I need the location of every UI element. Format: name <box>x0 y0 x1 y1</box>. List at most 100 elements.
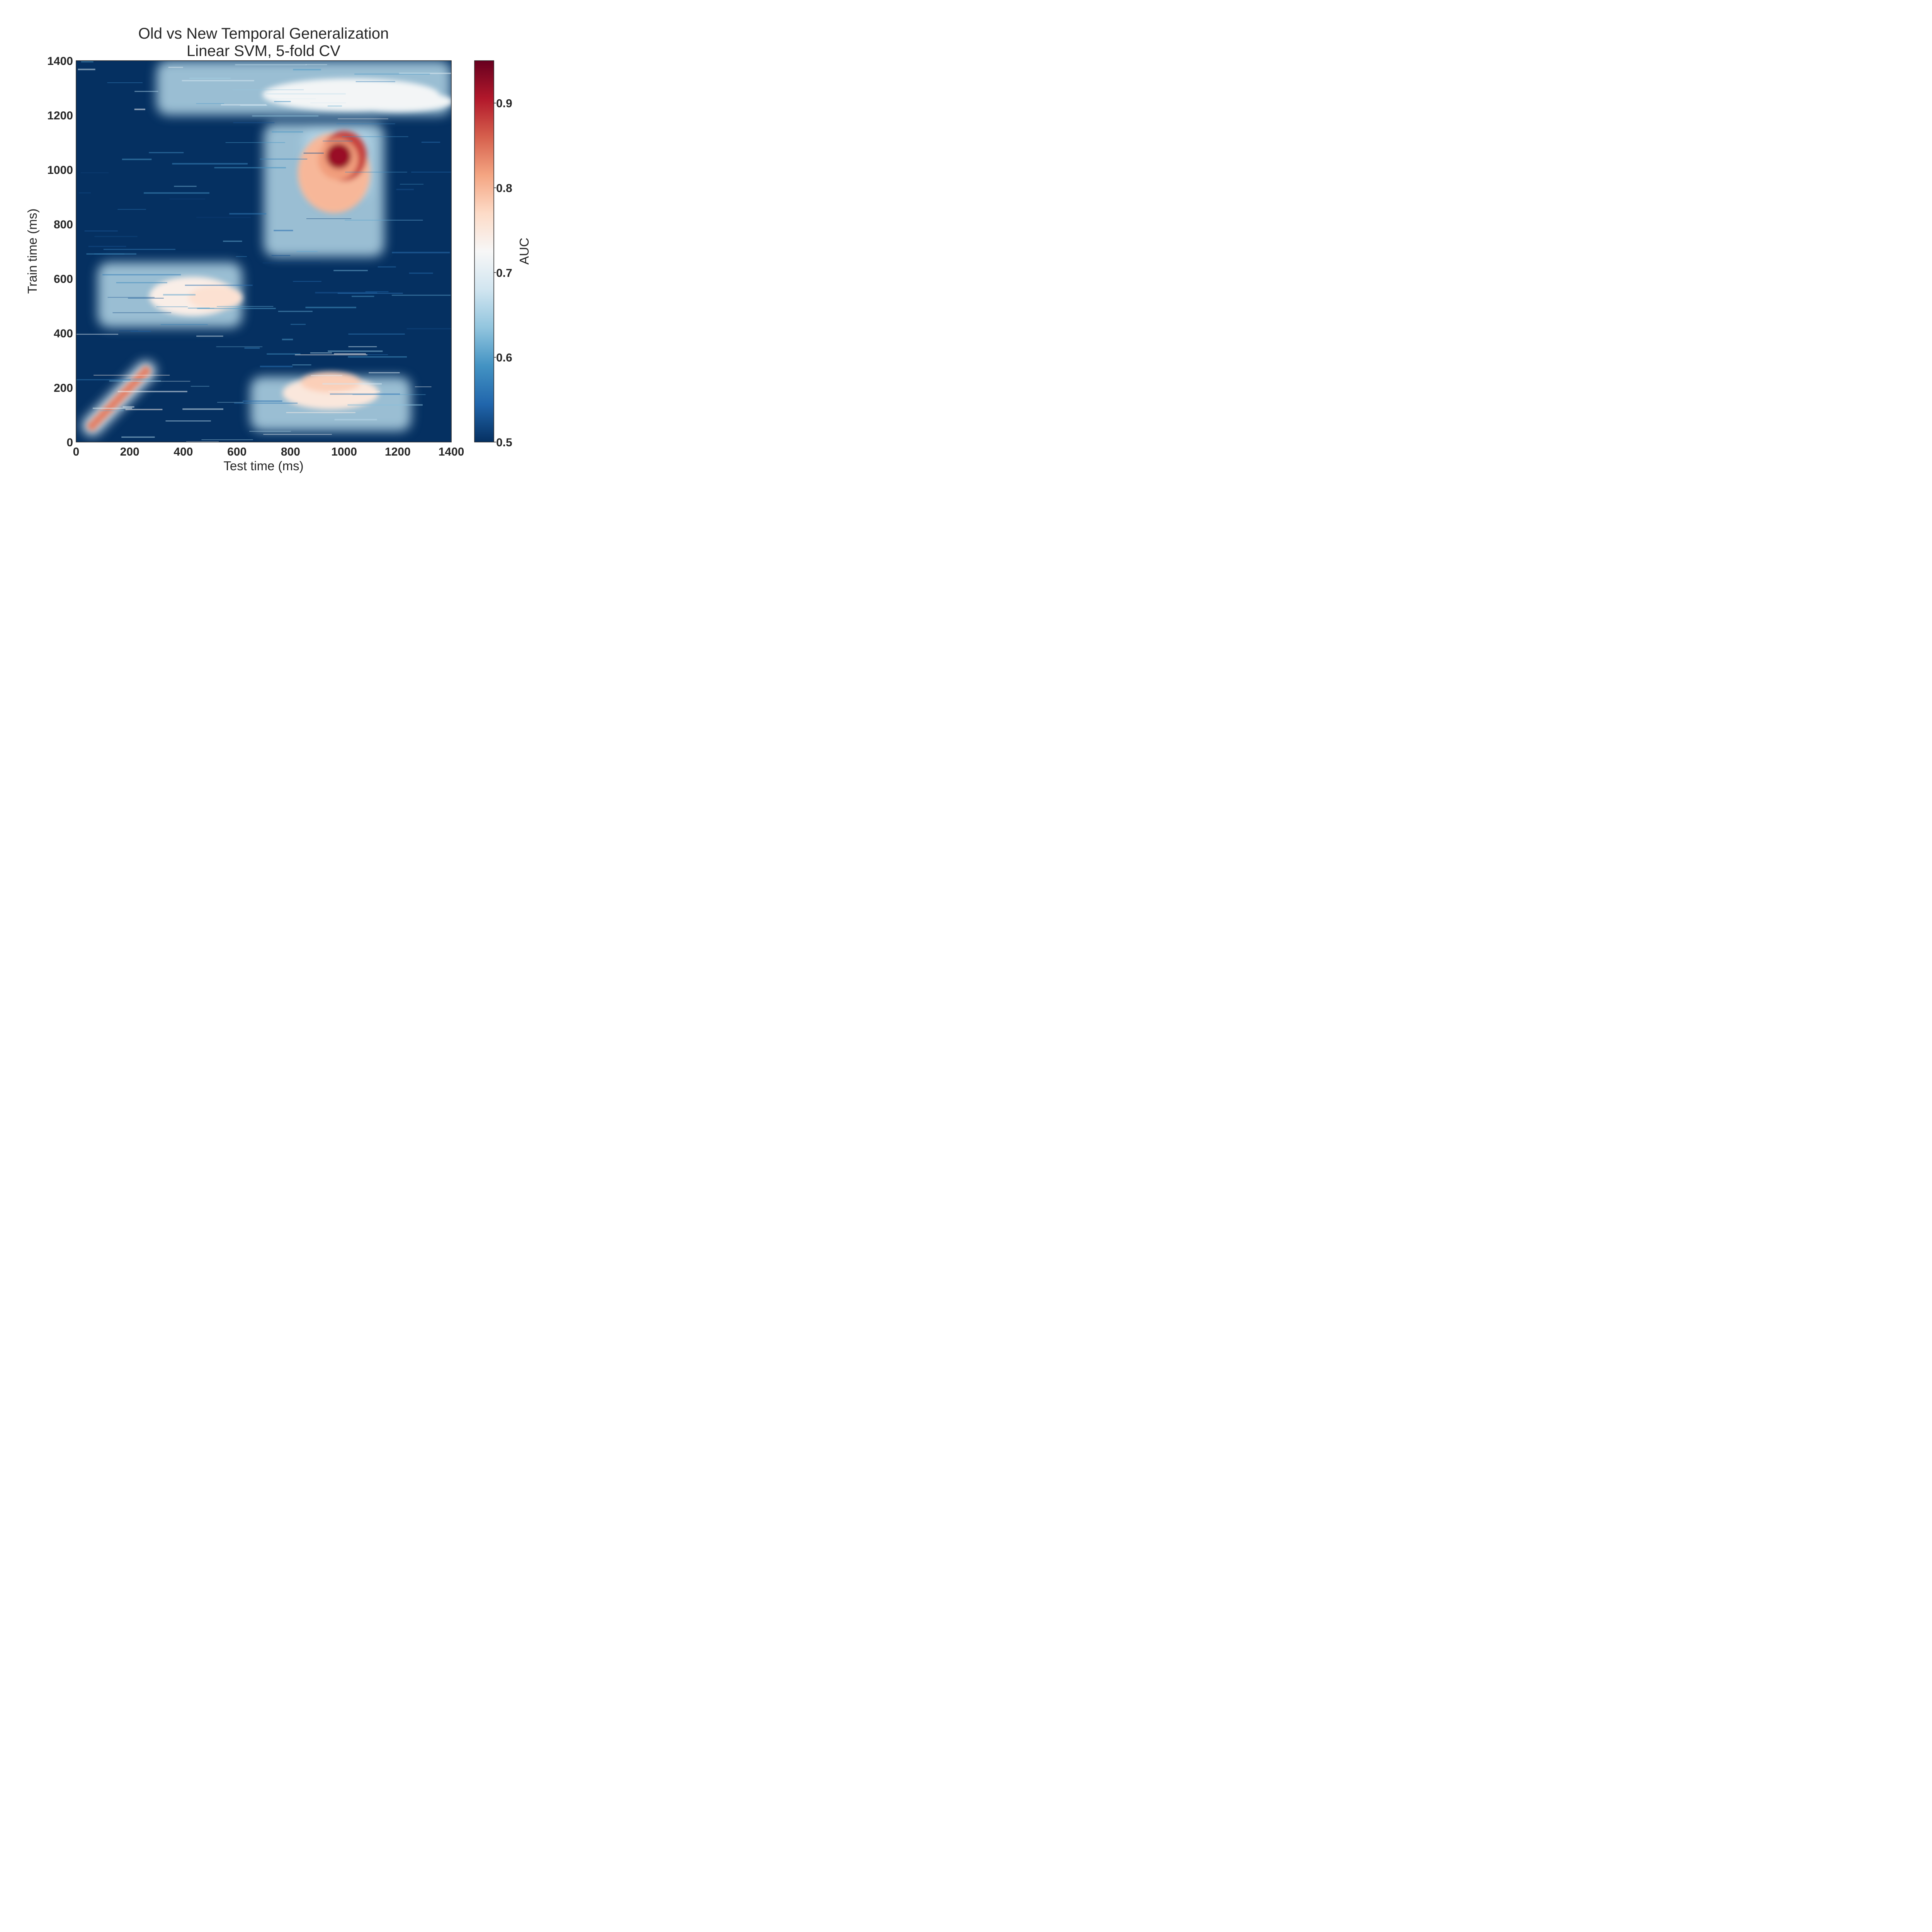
noise-streak <box>365 291 389 293</box>
noise-streak <box>355 81 395 82</box>
noise-streak <box>347 404 423 406</box>
noise-streak <box>348 356 407 358</box>
noise-streak <box>217 402 244 403</box>
noise-streak <box>345 219 423 221</box>
noise-streak <box>322 383 382 385</box>
noise-streak <box>369 372 400 374</box>
noise-streak <box>337 293 403 294</box>
noise-streak <box>107 82 143 83</box>
noise-streak <box>415 386 432 387</box>
noise-streak <box>197 308 276 309</box>
noise-streak <box>278 311 313 312</box>
noise-streak <box>94 375 170 376</box>
noise-streak <box>169 198 206 200</box>
noise-streak <box>174 185 197 187</box>
noise-streak <box>354 73 430 75</box>
noise-streak <box>134 109 146 111</box>
y-axis-ticks: 0 200 400 600 800 1000 1200 1400 <box>47 55 73 449</box>
noise-streak <box>107 297 155 298</box>
y-tick-label: 1000 <box>47 164 73 177</box>
region-early-diagonal-core <box>141 366 151 376</box>
noise-streak <box>86 253 136 255</box>
noise-streak <box>260 366 293 367</box>
noise-streak <box>269 98 316 99</box>
colorbar: 0.5 0.6 0.7 0.8 0.9 AUC <box>474 60 531 449</box>
noise-streak <box>117 209 146 210</box>
noise-streak <box>128 298 164 299</box>
region-late-core-peak <box>326 143 352 169</box>
noise-streak <box>378 266 396 268</box>
noise-streak <box>88 246 126 247</box>
noise-streak <box>190 386 209 387</box>
noise-streak <box>282 338 293 340</box>
noise-streak <box>122 381 190 382</box>
noise-streak <box>236 256 247 257</box>
plot-frame <box>76 60 452 442</box>
noise-streak <box>201 439 253 440</box>
noise-streak <box>125 409 163 410</box>
noise-streak <box>266 93 346 95</box>
noise-streak <box>130 330 151 332</box>
noise-streak <box>225 142 285 143</box>
noise-streak <box>196 103 224 104</box>
noise-streak <box>221 104 267 106</box>
noise-streak <box>78 192 91 194</box>
chart-title: Old vs New Temporal Generalization <box>138 25 389 42</box>
noise-streak <box>293 281 321 282</box>
noise-streak <box>274 230 293 231</box>
noise-streak <box>365 354 388 355</box>
noise-streak <box>400 184 423 185</box>
region-mid-peak <box>188 285 243 310</box>
noise-streak <box>396 189 414 190</box>
noise-streak <box>315 292 378 294</box>
noise-streak <box>122 406 134 408</box>
y-tick-label: 400 <box>54 327 73 340</box>
noise-streak <box>168 67 183 68</box>
noise-streak <box>330 393 400 395</box>
noise-streak <box>76 333 119 335</box>
x-tick-label: 400 <box>173 446 193 458</box>
x-tick-label: 0 <box>73 446 80 458</box>
noise-streak <box>311 375 342 376</box>
noise-streak <box>267 353 301 355</box>
noise-streak <box>244 347 260 349</box>
noise-streak <box>81 61 94 63</box>
noise-streak <box>117 391 187 393</box>
noise-streak <box>214 167 286 168</box>
noise-streak <box>229 213 267 215</box>
noise-streak <box>172 163 248 165</box>
noise-streak <box>391 294 451 296</box>
noise-streak <box>103 249 176 250</box>
y-tick-label: 800 <box>54 218 73 231</box>
noise-streak <box>392 252 450 253</box>
noise-streak <box>78 68 95 70</box>
noise-streak <box>243 400 282 402</box>
noise-streak <box>334 419 377 420</box>
y-tick-label: 600 <box>54 273 73 286</box>
noise-streak <box>409 272 433 274</box>
noise-streak <box>345 172 407 173</box>
noise-streak <box>310 102 346 104</box>
noise-streak <box>421 141 440 143</box>
noise-streak <box>310 352 332 354</box>
noise-streak <box>156 306 188 307</box>
y-tick-label: 0 <box>66 436 73 449</box>
noise-streak <box>406 328 451 330</box>
x-tick-label: 1000 <box>331 446 357 458</box>
noise-streak <box>196 335 223 337</box>
noise-streak <box>399 73 451 74</box>
noise-streak <box>292 364 311 366</box>
x-axis-label: Test time (ms) <box>223 459 303 473</box>
noise-streak <box>272 131 303 133</box>
noise-streak <box>186 441 219 442</box>
y-tick-label: 1200 <box>47 109 73 122</box>
heatmap <box>76 61 451 442</box>
noise-streak <box>293 69 321 71</box>
noise-streak <box>252 115 319 117</box>
noise-streak <box>81 172 109 173</box>
region-late-train-band-peak <box>342 91 451 112</box>
noise-streak <box>328 350 383 352</box>
noise-streak <box>333 270 368 271</box>
colorbar-tick-label: 0.7 <box>496 267 512 279</box>
colorbar-tick-label: 0.6 <box>496 352 512 364</box>
